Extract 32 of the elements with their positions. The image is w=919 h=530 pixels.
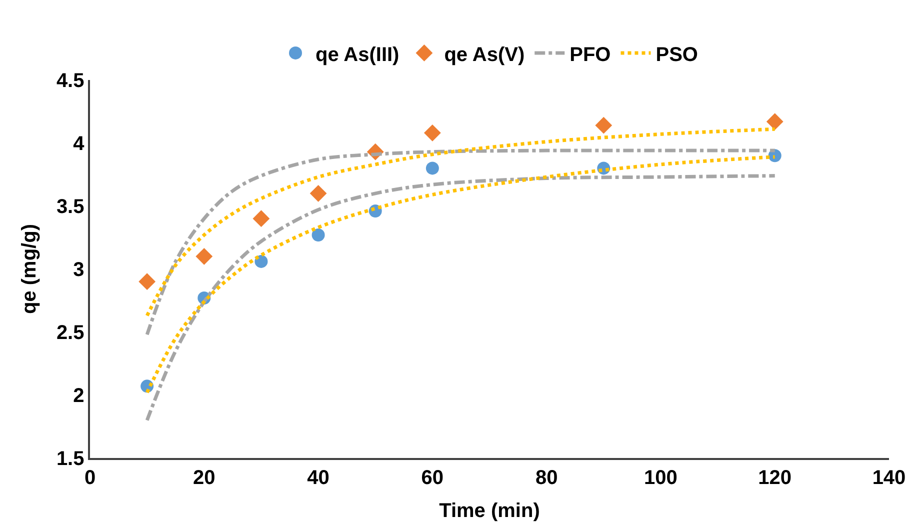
point bbox=[252, 210, 270, 228]
x-tick-label: 140 bbox=[872, 466, 906, 489]
point bbox=[426, 162, 439, 175]
legend-label: PSO bbox=[656, 44, 698, 66]
y-tick-label: 3 bbox=[73, 259, 84, 281]
x-tick-label: 20 bbox=[193, 466, 216, 489]
y-tick-label: 2 bbox=[73, 385, 84, 407]
point bbox=[310, 184, 327, 202]
point bbox=[595, 116, 612, 134]
point bbox=[424, 124, 441, 142]
line-series bbox=[145, 174, 777, 422]
y-tick-label: 1.5 bbox=[56, 448, 84, 470]
y-tick-label: 4.5 bbox=[56, 70, 84, 92]
y-tick-label: 4 bbox=[73, 133, 86, 155]
x-tick-label: 120 bbox=[758, 466, 792, 489]
y-tick-label: 3.5 bbox=[56, 196, 84, 218]
point bbox=[196, 248, 213, 265]
point bbox=[312, 228, 325, 242]
y-tick-label: 2.5 bbox=[56, 322, 84, 344]
x-axis-title: Time (min) bbox=[439, 500, 540, 522]
point bbox=[138, 273, 156, 290]
legend-label: qe As(V) bbox=[444, 44, 525, 66]
point bbox=[766, 113, 784, 130]
point bbox=[254, 254, 268, 268]
x-tick-label: 60 bbox=[421, 466, 444, 489]
x-tick-label: 80 bbox=[535, 466, 558, 489]
legend-label: PFO bbox=[570, 44, 611, 66]
y-axis-title: qe (mg/g) bbox=[18, 224, 40, 314]
x-tick-label: 40 bbox=[307, 466, 330, 489]
x-tick-label: 0 bbox=[84, 466, 96, 489]
legend-label: qe As(III) bbox=[316, 44, 400, 66]
x-tick-label: 100 bbox=[644, 466, 678, 489]
